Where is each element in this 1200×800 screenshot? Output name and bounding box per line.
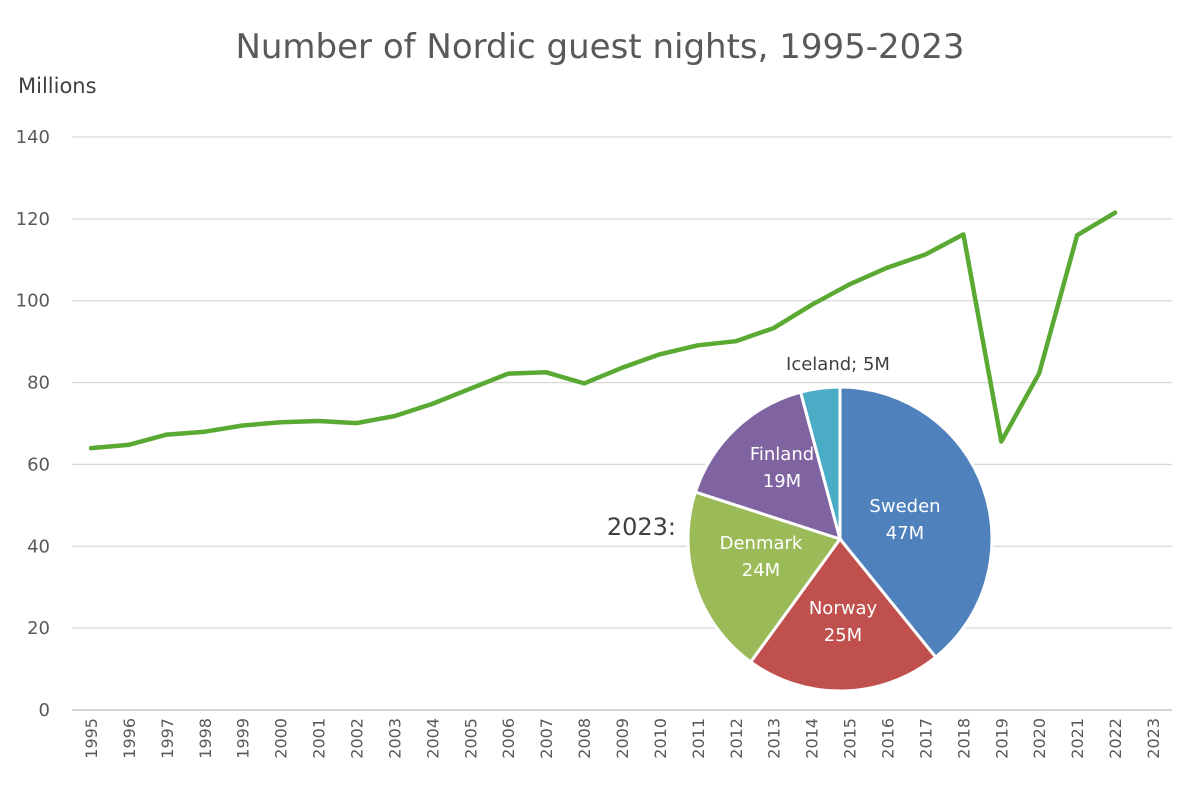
pie-label-finland: Finland 19M [750,444,814,492]
line-series [88,210,1118,451]
chart-title: Number of Nordic guest nights, 1995-2023 [235,27,964,67]
y-tick-label: 20 [27,618,50,639]
x-tick-label: 2001 [310,718,329,759]
x-tick-label: 2000 [272,718,291,759]
x-tick-label: 1998 [196,718,215,759]
x-tick-label: 2009 [613,718,632,759]
x-tick-label: 2022 [1106,718,1125,759]
x-tick-label: 2013 [765,718,784,759]
x-tick-label: 1999 [234,718,253,759]
x-tick-label: 2007 [537,718,556,759]
pie-slice-denmark [686,490,843,665]
x-tick-label: 2017 [916,718,935,759]
y-tick-label: 60 [27,454,50,475]
y-tick-label: 140 [16,127,50,148]
x-tick-label: 2018 [954,718,973,759]
x-tick-label: 2011 [689,718,708,759]
pie-label-sweden: Sweden 47M [869,496,940,544]
x-tick-labels: 1995 1996 1997 1998 1999 2000 2001 2002 2003 2004… [82,718,1163,759]
x-tick-label: 1997 [158,718,177,759]
y-axis-unit-label: Millions [18,74,97,98]
y-tick-label: 100 [16,291,50,312]
x-tick-label: 1995 [82,718,101,759]
pie-slice-finland [693,390,843,542]
x-tick-label: 1996 [120,718,139,759]
x-tick-label: 2006 [499,718,518,759]
x-tick-label: 2010 [651,718,670,759]
x-tick-label: 2020 [1030,718,1049,759]
x-tick-label: 2021 [1068,718,1087,759]
x-tick-label: 2012 [727,718,746,759]
x-tick-label: 2023 [1144,718,1163,759]
series-line [88,210,1118,451]
gridlines [72,136,1172,711]
x-tick-label: 2003 [385,718,404,759]
pie-label-iceland: Iceland; 5M [786,354,890,375]
x-tick-label: 2002 [347,718,366,759]
pie-label-norway: Norway 25M [809,598,878,646]
pie-slice-sweden [838,385,994,660]
x-tick-label: 2004 [423,718,442,759]
y-tick-label: 0 [39,700,50,721]
y-tick-label: 80 [27,373,50,394]
x-tick-label: 2016 [879,718,898,759]
pie-slice-norway [748,536,938,693]
pie-label-denmark: Denmark 24M [720,533,803,581]
pie-inset-label: 2023: [607,513,676,541]
x-tick-label: 2019 [992,718,1011,759]
x-tick-label: 2014 [803,718,822,759]
y-tick-label: 40 [27,536,50,557]
y-tick-label: 120 [16,209,50,230]
x-tick-label: 2005 [461,718,480,759]
pie-slice-iceland [798,385,842,540]
x-tick-label: 2008 [575,718,594,759]
x-tick-label: 2015 [841,718,860,759]
y-tick-labels: 0 20 40 60 80 100 120 140 [16,127,50,721]
